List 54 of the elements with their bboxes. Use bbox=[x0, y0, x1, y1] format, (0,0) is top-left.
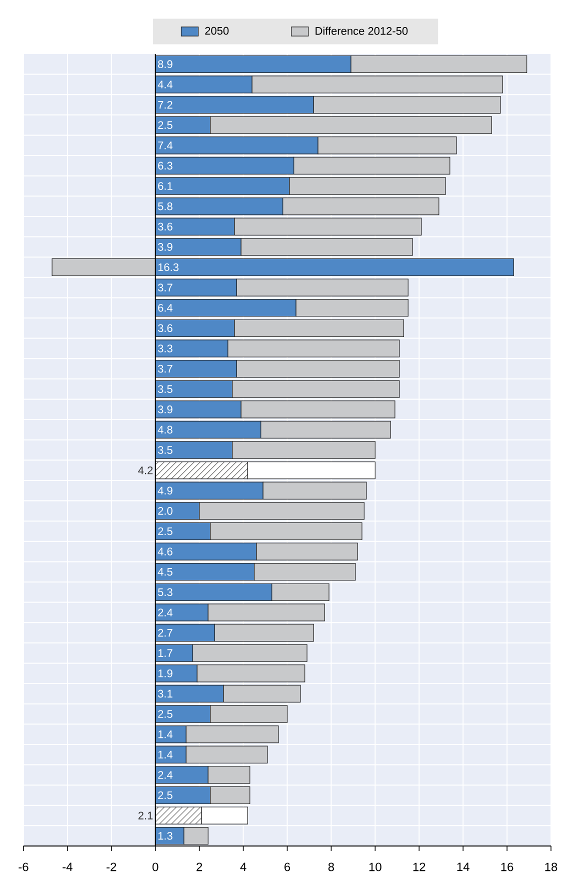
data-label: 3.6 bbox=[158, 324, 172, 332]
x-tick-label: 16 bbox=[501, 862, 514, 872]
data-label: 2.4 bbox=[158, 771, 173, 779]
data-label: 4.5 bbox=[158, 568, 172, 576]
data-label: 1.7 bbox=[158, 649, 172, 657]
x-tick-label: 8 bbox=[328, 862, 334, 872]
data-label: 1.4 bbox=[158, 750, 173, 758]
data-label: 2.0 bbox=[158, 507, 172, 515]
data-label: 6.1 bbox=[158, 182, 172, 190]
data-label: 4.4 bbox=[158, 80, 173, 88]
legend-label: 2050 bbox=[205, 26, 229, 35]
data-label: 8.9 bbox=[158, 60, 172, 68]
x-tick-label: 12 bbox=[413, 862, 426, 872]
data-label: 4.9 bbox=[158, 486, 172, 495]
data-label: 2.5 bbox=[158, 527, 172, 536]
data-label: 3.9 bbox=[158, 243, 172, 251]
data-label: 4.8 bbox=[158, 426, 172, 434]
data-label: 2.5 bbox=[158, 710, 172, 718]
x-tick-label: 6 bbox=[284, 862, 290, 872]
x-tick-label: 4 bbox=[240, 862, 246, 871]
x-tick-label: 2 bbox=[196, 862, 202, 872]
data-label: 3.7 bbox=[158, 284, 172, 292]
x-tick-label: -4 bbox=[62, 862, 72, 871]
x-tick-label: 0 bbox=[152, 862, 158, 872]
data-label: 3.6 bbox=[158, 222, 172, 231]
data-label: 3.3 bbox=[158, 344, 172, 352]
data-label: 6.4 bbox=[158, 304, 173, 312]
x-tick-label: 18 bbox=[545, 862, 558, 872]
data-label: 2.5 bbox=[158, 791, 172, 800]
data-label: 2.7 bbox=[158, 628, 172, 637]
data-label: 2.4 bbox=[158, 608, 173, 616]
x-tick-label: 10 bbox=[369, 862, 382, 872]
data-label: 7.4 bbox=[158, 142, 173, 150]
data-label: 1.3 bbox=[158, 832, 172, 840]
x-tick-label: 14 bbox=[457, 862, 470, 871]
data-label: 5.3 bbox=[158, 588, 172, 596]
data-label: 3.7 bbox=[158, 364, 172, 373]
data-label: 4.2 bbox=[138, 466, 153, 474]
data-label: 4.6 bbox=[158, 548, 172, 556]
data-label: 2.1 bbox=[138, 812, 153, 820]
data-label: 3.5 bbox=[158, 385, 172, 393]
data-label: 3.9 bbox=[158, 406, 172, 414]
data-label: 1.9 bbox=[158, 669, 172, 678]
data-label: 1.4 bbox=[158, 730, 173, 738]
x-tick-label: -6 bbox=[18, 862, 28, 872]
data-label: 3.5 bbox=[158, 446, 172, 454]
x-tick-label: -2 bbox=[106, 862, 116, 872]
legend-label: Difference 2012-50 bbox=[316, 26, 408, 35]
data-label: 6.3 bbox=[158, 162, 172, 170]
data-label: 5.8 bbox=[158, 202, 172, 210]
data-label: 16.3 bbox=[158, 263, 178, 272]
data-label: 7.2 bbox=[158, 100, 172, 109]
data-label: 2.5 bbox=[158, 121, 172, 129]
data-label: 3.1 bbox=[158, 690, 172, 698]
